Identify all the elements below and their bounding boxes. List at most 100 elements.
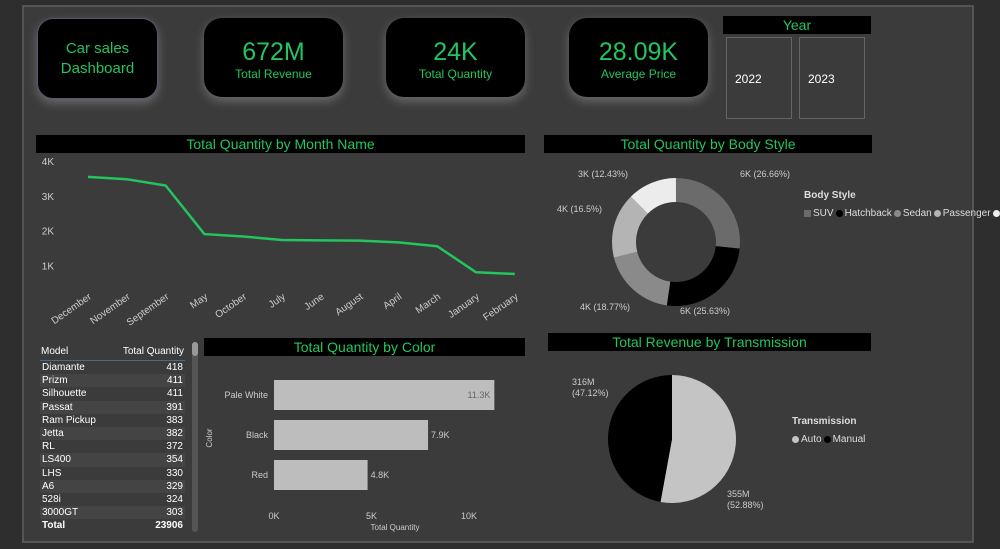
model-cell: 3000GT bbox=[40, 506, 110, 520]
legend-item[interactable]: Manual bbox=[823, 434, 866, 445]
y-tick-label: Pale White bbox=[224, 390, 268, 400]
col-model[interactable]: Model bbox=[41, 345, 69, 357]
legend-marker-icon bbox=[835, 210, 843, 217]
model-cell: Diamante bbox=[42, 362, 85, 374]
x-tick-label: March bbox=[414, 291, 443, 316]
table-row[interactable]: Jetta 382 bbox=[40, 426, 185, 441]
y-axis-title: Color bbox=[205, 428, 214, 447]
legend-item[interactable]: SUV bbox=[804, 208, 834, 219]
legend-item[interactable]: Hatchback bbox=[835, 208, 892, 219]
data-label: 3K (12.43%) bbox=[578, 169, 628, 179]
model-cell: 528i bbox=[42, 493, 61, 505]
x-tick-label: December bbox=[50, 291, 95, 327]
x-axis-title: Total Quantity bbox=[371, 523, 420, 532]
data-label-pct: (47.12%) bbox=[572, 388, 609, 398]
model-cell: A6 bbox=[40, 479, 110, 493]
legend-label: SUV bbox=[813, 208, 834, 219]
legend-label: Auto bbox=[801, 434, 822, 445]
table-row[interactable]: LHS 330 bbox=[40, 467, 185, 480]
quantity-cell: 411 bbox=[109, 374, 185, 388]
bar bbox=[274, 420, 429, 450]
kpi-total-revenue: 672M Total Revenue bbox=[204, 18, 343, 97]
quantity-cell: 354 bbox=[109, 453, 185, 467]
bar bbox=[274, 380, 495, 410]
y-tick-label: 2K bbox=[42, 227, 55, 238]
pie-chart-title: Total Revenue by Transmission bbox=[548, 333, 871, 351]
table-row[interactable]: 528i 324 bbox=[40, 493, 185, 506]
model-cell: Jetta bbox=[40, 426, 110, 441]
quantity-cell: 330 bbox=[166, 467, 183, 479]
legend-item[interactable]: Auto bbox=[792, 434, 822, 445]
line-chart-title: Total Quantity by Month Name bbox=[36, 135, 525, 153]
quantity-cell: 418 bbox=[166, 362, 183, 374]
table-row[interactable]: RL 372 bbox=[40, 440, 185, 453]
pie-slice-manual bbox=[608, 375, 672, 502]
table-row[interactable]: Ram Pickup 383 bbox=[40, 414, 185, 427]
x-tick-label: July bbox=[267, 291, 288, 310]
data-label: 11.3K bbox=[467, 390, 490, 400]
total-label: Total bbox=[42, 520, 66, 532]
data-label: 4K (16.5%) bbox=[557, 204, 602, 214]
x-tick-label: February bbox=[481, 291, 520, 323]
model-cell: Prizm bbox=[40, 374, 110, 388]
kpi-value: 28.09K bbox=[598, 38, 679, 66]
x-tick-label: 10K bbox=[461, 511, 477, 521]
y-tick-label: 3K bbox=[42, 192, 55, 203]
model-table: Model Total Quantity Diamante 418 Prizm 411 S… bbox=[40, 342, 185, 532]
total-value: 23906 bbox=[155, 520, 183, 532]
x-tick-label: August bbox=[334, 291, 366, 318]
donut-slice-suv bbox=[676, 178, 740, 249]
table-row[interactable]: Prizm 411 bbox=[40, 374, 185, 388]
legend-label: Manual bbox=[832, 434, 866, 445]
legend-marker-icon bbox=[893, 210, 901, 217]
bar-chart: Pale White 11.3K Black 7.9K Red 4.8K 0K 5K 10K To… bbox=[205, 380, 495, 532]
legend-label: Hatchback bbox=[844, 208, 892, 219]
data-label-value: 355M bbox=[727, 489, 750, 499]
pie-slice-auto bbox=[660, 375, 736, 503]
x-tick-label: May bbox=[188, 291, 210, 311]
table-row[interactable]: A6 329 bbox=[40, 479, 185, 493]
legend-item[interactable]: Sedan bbox=[893, 208, 932, 219]
quantity-cell: 383 bbox=[166, 414, 183, 426]
quantity-cell: 324 bbox=[166, 493, 183, 505]
legend-title: Transmission bbox=[792, 416, 857, 427]
table-scrollbar[interactable] bbox=[192, 342, 198, 532]
data-label: 4.8K bbox=[371, 470, 390, 480]
legend-item[interactable]: Hardtop bbox=[992, 208, 1000, 219]
kpi-value: 24K bbox=[433, 38, 478, 66]
legend-label: Sedan bbox=[902, 208, 932, 219]
kpi-average-price: 28.09K Average Price bbox=[569, 18, 708, 97]
year-slicer-title: Year bbox=[723, 16, 871, 34]
y-tick-label: Black bbox=[246, 430, 269, 440]
legend-title: Body Style bbox=[804, 190, 856, 201]
transmission-legend: Transmission Auto Manual bbox=[792, 416, 865, 459]
data-label: 6K (25.63%) bbox=[680, 306, 730, 316]
table-row[interactable]: Silhouette 411 bbox=[40, 387, 185, 400]
table-row[interactable]: 3000GT 303 bbox=[40, 506, 185, 520]
model-cell: LHS bbox=[42, 467, 62, 479]
col-total-quantity[interactable]: Total Quantity bbox=[122, 345, 184, 357]
year-option-2023[interactable]: 2023 bbox=[799, 37, 865, 119]
x-tick-label: January bbox=[446, 291, 481, 320]
table-row[interactable]: Diamante 418 bbox=[40, 361, 185, 375]
model-cell: Ram Pickup bbox=[42, 414, 96, 426]
table-row[interactable]: LS400 354 bbox=[40, 453, 185, 467]
title-card: Car sales Dashboard bbox=[37, 18, 158, 99]
donut-slice-hatchback bbox=[666, 246, 740, 306]
pie-chart: 355M(52.88%) 316M(47.12%) bbox=[572, 375, 764, 510]
line-series bbox=[87, 175, 515, 276]
legend-item[interactable]: Passenger bbox=[933, 208, 991, 219]
kpi-label: Total Revenue bbox=[235, 67, 312, 81]
data-label-value: 316M bbox=[572, 377, 595, 387]
year-option-2022[interactable]: 2022 bbox=[726, 37, 792, 119]
x-tick-label: September bbox=[125, 291, 172, 328]
kpi-total-quantity: 24K Total Quantity bbox=[386, 18, 525, 97]
donut-chart-title: Total Quantity by Body Style bbox=[544, 135, 872, 153]
table-row[interactable]: Passat 391 bbox=[40, 400, 185, 414]
quantity-cell: 372 bbox=[166, 441, 183, 453]
legend-marker-icon bbox=[933, 210, 941, 217]
data-label: 4K (18.77%) bbox=[580, 302, 630, 312]
model-cell: Passat bbox=[40, 400, 110, 414]
legend-marker-icon bbox=[992, 210, 1000, 217]
bar bbox=[274, 460, 368, 490]
